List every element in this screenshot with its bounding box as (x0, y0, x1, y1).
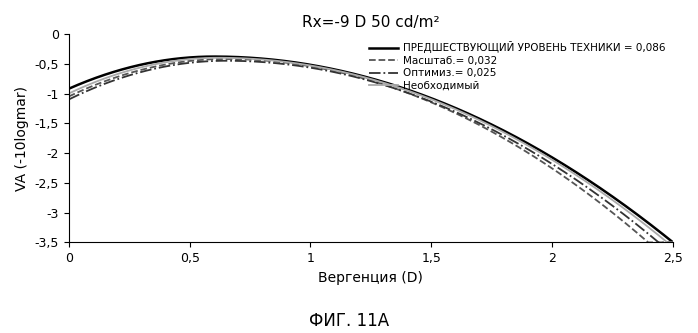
Масштаб.= 0,032 (222, 57, 230, 61)
Оптимиз.= 0,025 (480, 124, 489, 128)
Line: Масштаб.= 0,032: Масштаб.= 0,032 (69, 59, 673, 242)
Масштаб.= 0,032 (536, 159, 544, 163)
Масштаб.= 0,032 (669, 240, 677, 244)
Оптимиз.= 0,025 (126, 73, 135, 77)
Необходимый (65, 92, 73, 96)
Оптимиз.= 0,025 (655, 240, 663, 244)
Оптимиз.= 0,025 (536, 155, 544, 159)
Title: Rx=-9 D 50 cd/m²: Rx=-9 D 50 cd/m² (302, 15, 440, 30)
Оптимиз.= 0,025 (332, 70, 340, 74)
Оптимиз.= 0,025 (310, 66, 318, 70)
Необходимый (669, 240, 677, 244)
Масштаб.= 0,032 (480, 126, 489, 130)
ПРЕДШЕСТВУЮЩИЙ УРОВЕНЬ ТЕХНИКИ = 0,086 (669, 240, 677, 244)
Необходимый (332, 68, 340, 72)
Y-axis label: VA (-10logmar): VA (-10logmar) (15, 86, 29, 191)
ПРЕДШЕСТВУЮЩИЙ УРОВЕНЬ ТЕХНИКИ = 0,086 (210, 55, 218, 59)
Необходимый (310, 64, 318, 68)
ПРЕДШЕСТВУЮЩИЙ УРОВЕНЬ ТЕХНИКИ = 0,086 (547, 155, 556, 159)
Оптимиз.= 0,025 (65, 98, 73, 102)
Legend: ПРЕДШЕСТВУЮЩИЙ УРОВЕНЬ ТЕХНИКИ = 0,086, Масштаб.= 0,032, Оптимиз.= 0,025, Необхо: ПРЕДШЕСТВУЮЩИЙ УРОВЕНЬ ТЕХНИКИ = 0,086, … (367, 39, 668, 93)
Line: ПРЕДШЕСТВУЮЩИЙ УРОВЕНЬ ТЕХНИКИ = 0,086: ПРЕДШЕСТВУЮЩИЙ УРОВЕНЬ ТЕХНИКИ = 0,086 (69, 57, 673, 242)
ПРЕДШЕСТВУЮЩИЙ УРОВЕНЬ ТЕХНИКИ = 0,086 (536, 149, 544, 153)
Оптимиз.= 0,025 (669, 240, 677, 244)
Необходимый (214, 56, 223, 60)
Оптимиз.= 0,025 (222, 59, 230, 63)
Оптимиз.= 0,025 (547, 162, 556, 166)
Необходимый (547, 158, 556, 162)
Необходимый (480, 121, 489, 125)
Масштаб.= 0,032 (310, 65, 318, 69)
ПРЕДШЕСТВУЮЩИЙ УРОВЕНЬ ТЕХНИКИ = 0,086 (310, 63, 318, 67)
Необходимый (536, 151, 544, 155)
Необходимый (663, 240, 671, 244)
X-axis label: Вергенция (D): Вергенция (D) (318, 271, 424, 285)
Text: ФИГ. 11A: ФИГ. 11A (309, 312, 389, 330)
Масштаб.= 0,032 (332, 69, 340, 73)
Line: Необходимый: Необходимый (69, 58, 673, 242)
ПРЕДШЕСТВУЮЩИЙ УРОВЕНЬ ТЕХНИКИ = 0,086 (65, 87, 73, 91)
Масштаб.= 0,032 (65, 95, 73, 99)
Line: Оптимиз.= 0,025: Оптимиз.= 0,025 (69, 61, 673, 242)
Масштаб.= 0,032 (126, 71, 135, 75)
ПРЕДШЕСТВУЮЩИЙ УРОВЕНЬ ТЕХНИКИ = 0,086 (332, 68, 340, 72)
ПРЕДШЕСТВУЮЩИЙ УРОВЕНЬ ТЕХНИКИ = 0,086 (126, 65, 135, 69)
Масштаб.= 0,032 (645, 240, 653, 244)
ПРЕДШЕСТВУЮЩИЙ УРОВЕНЬ ТЕХНИКИ = 0,086 (480, 119, 489, 123)
Необходимый (126, 68, 135, 72)
Масштаб.= 0,032 (547, 166, 556, 170)
